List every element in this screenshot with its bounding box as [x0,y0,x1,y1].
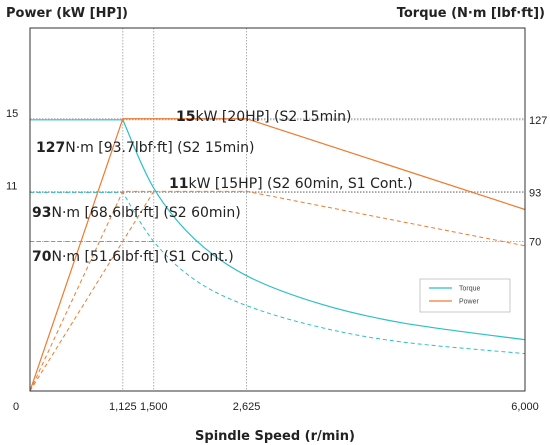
x-tick-label-1125: 1,125 [109,401,137,413]
series-line-aux-1 [30,191,526,355]
series-line-aux-5 [29,191,155,392]
x-tick-label-0: 0 [13,401,19,413]
legend-label-power: Power [459,299,480,306]
annotation-power-15: 15kW [20HP] (S2 15min) [176,109,351,125]
plot-frame [29,27,526,392]
right-tick-label-127: 127 [529,115,547,127]
left-axis-title: Power (kW [HP]) [6,6,128,21]
series-line-power-3 [29,118,526,392]
series-line-torque-0 [30,119,526,341]
annotation-torque-70: 70N·m [51.6lbf·ft] (S1 Cont.) [32,249,234,265]
right-tick-label-70: 70 [529,237,541,249]
x-tick-label-6000: 6,000 [511,401,539,413]
legend-box [419,278,511,313]
x-axis-title: Spindle Speed (r/min) [195,429,355,444]
annotation-torque-127: 127N·m [93.7lbf·ft] (S2 15min) [36,140,255,156]
legend-label-torque: Torque [459,286,481,293]
annotation-torque-93: 93N·m [68.6lbf·ft] (S2 60min) [32,205,241,221]
left-tick-label-15: 15 [6,108,18,120]
left-tick-label-11: 11 [6,180,17,192]
series-line-aux-4 [29,190,526,392]
right-axis-title: Torque (N·m [lbf·ft]) [397,6,545,21]
legend: Torque Power [419,278,511,313]
x-tick-label-1500: 1,500 [140,401,168,413]
annotation-power-11: 11kW [15HP] (S2 60min, S1 Cont.) [169,176,413,192]
x-tick-label-2625: 2,625 [233,401,261,413]
right-tick-label-93: 93 [529,187,541,199]
